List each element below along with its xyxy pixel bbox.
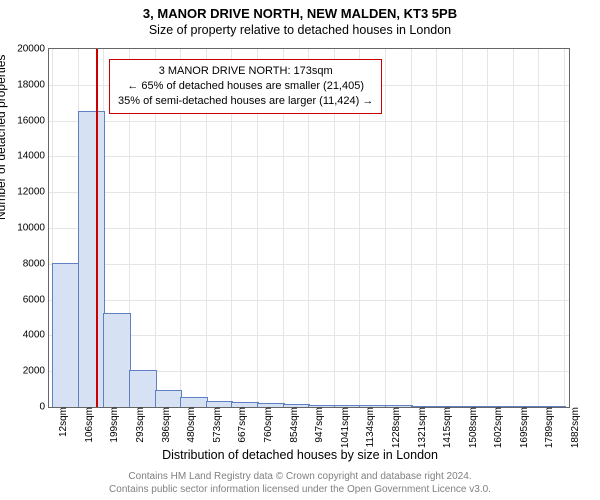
property-marker-line (96, 49, 98, 407)
y-tick-label: 10000 (17, 223, 49, 234)
histogram-bar (462, 406, 490, 408)
x-tick-label: 1228sqm (389, 407, 402, 448)
x-tick-label: 293sqm (133, 407, 146, 443)
x-tick-label: 386sqm (159, 407, 172, 443)
histogram-bar (155, 390, 183, 407)
y-tick-label: 6000 (23, 294, 49, 305)
y-tick-label: 16000 (17, 115, 49, 126)
x-gridline (436, 49, 437, 407)
chart-title: 3, MANOR DRIVE NORTH, NEW MALDEN, KT3 5P… (0, 0, 600, 21)
histogram-bar (103, 313, 131, 407)
histogram-bar (359, 405, 387, 407)
histogram-bar (411, 406, 439, 408)
x-tick-label: 1882sqm (568, 407, 581, 448)
histogram-bar (206, 401, 234, 407)
y-tick-label: 4000 (23, 330, 49, 341)
histogram-bar (436, 406, 464, 408)
x-tick-label: 667sqm (235, 407, 248, 443)
x-gridline (411, 49, 412, 407)
x-tick-label: 480sqm (184, 407, 197, 443)
x-tick-label: 1041sqm (338, 407, 351, 448)
histogram-bar (180, 397, 208, 407)
histogram-bar (231, 402, 259, 407)
x-tick-label: 573sqm (210, 407, 223, 443)
x-tick-label: 199sqm (107, 407, 120, 443)
plot-area: 0200040006000800010000120001400016000180… (48, 48, 570, 408)
y-tick-label: 2000 (23, 366, 49, 377)
histogram-bar (308, 405, 336, 407)
x-gridline (513, 49, 514, 407)
x-tick-label: 1508sqm (466, 407, 479, 448)
x-tick-label: 1415sqm (440, 407, 453, 448)
x-gridline (538, 49, 539, 407)
chart-container: 3, MANOR DRIVE NORTH, NEW MALDEN, KT3 5P… (0, 0, 600, 500)
info-line1: 3 MANOR DRIVE NORTH: 173sqm (159, 65, 333, 77)
x-gridline (462, 49, 463, 407)
property-info-box: 3 MANOR DRIVE NORTH: 173sqm ← 65% of deta… (109, 59, 382, 114)
y-tick-label: 14000 (17, 151, 49, 162)
x-tick-label: 1134sqm (363, 407, 376, 447)
x-tick-label: 760sqm (261, 407, 274, 443)
x-tick-label: 854sqm (287, 407, 300, 443)
histogram-bar (538, 406, 566, 408)
histogram-bar (513, 406, 541, 408)
x-axis-label: Distribution of detached houses by size … (162, 448, 438, 462)
y-tick-label: 20000 (17, 44, 49, 55)
x-tick-label: 12sqm (56, 407, 69, 437)
histogram-bar (52, 263, 80, 407)
footer-line1: Contains HM Land Registry data © Crown c… (128, 471, 471, 482)
x-tick-label: 1602sqm (491, 407, 504, 448)
y-tick-label: 12000 (17, 187, 49, 198)
y-tick-label: 18000 (17, 79, 49, 90)
x-gridline (564, 49, 565, 407)
x-gridline (487, 49, 488, 407)
histogram-bar (487, 406, 515, 408)
x-tick-label: 1321sqm (415, 407, 428, 448)
y-axis-label: Number of detached properties (0, 55, 8, 220)
histogram-bar (385, 405, 413, 407)
x-tick-label: 1695sqm (517, 407, 530, 448)
chart-subtitle: Size of property relative to detached ho… (0, 21, 600, 37)
y-tick-label: 8000 (23, 258, 49, 269)
footer-attribution: Contains HM Land Registry data © Crown c… (109, 470, 491, 496)
histogram-bar (283, 404, 311, 407)
info-line2: ← 65% of detached houses are smaller (21… (127, 80, 364, 92)
x-tick-label: 106sqm (82, 407, 95, 443)
histogram-bar (334, 405, 362, 407)
histogram-bar (129, 370, 157, 407)
x-gridline (385, 49, 386, 407)
info-line3: 35% of semi-detached houses are larger (… (118, 95, 373, 107)
histogram-bar (257, 403, 285, 407)
x-tick-label: 947sqm (312, 407, 325, 443)
histogram-bar (78, 111, 106, 407)
y-tick-label: 0 (39, 402, 49, 413)
footer-line2: Contains public sector information licen… (109, 484, 491, 495)
x-tick-label: 1789sqm (542, 407, 555, 448)
